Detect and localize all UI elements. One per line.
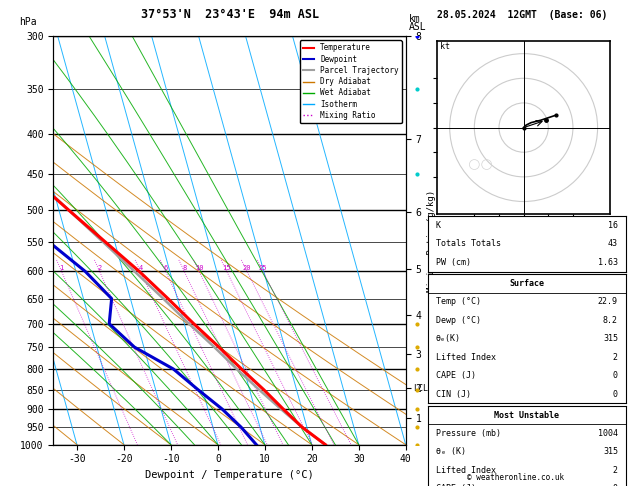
Text: © weatheronline.co.uk: © weatheronline.co.uk <box>467 473 564 482</box>
Text: 16: 16 <box>608 221 618 230</box>
Text: CAPE (J): CAPE (J) <box>436 485 476 486</box>
Text: θₑ (K): θₑ (K) <box>436 448 465 456</box>
Text: θₑ(K): θₑ(K) <box>436 334 460 343</box>
Text: CAPE (J): CAPE (J) <box>436 371 476 380</box>
Text: Lifted Index: Lifted Index <box>436 466 496 475</box>
Text: 43: 43 <box>608 240 618 248</box>
Text: 315: 315 <box>603 334 618 343</box>
Y-axis label: Mixing Ratio (g/kg): Mixing Ratio (g/kg) <box>427 190 436 292</box>
Text: 10: 10 <box>195 265 203 272</box>
Text: 37°53'N  23°43'E  94m ASL: 37°53'N 23°43'E 94m ASL <box>140 8 319 21</box>
Text: Temp (°C): Temp (°C) <box>436 297 481 306</box>
Text: 28.05.2024  12GMT  (Base: 06): 28.05.2024 12GMT (Base: 06) <box>437 10 607 19</box>
Text: 0: 0 <box>613 390 618 399</box>
Text: 4: 4 <box>138 265 143 272</box>
Text: Most Unstable: Most Unstable <box>494 411 559 419</box>
Text: 25: 25 <box>259 265 267 272</box>
Text: 8.2: 8.2 <box>603 316 618 325</box>
Text: hPa: hPa <box>19 17 36 27</box>
Text: 0: 0 <box>613 371 618 380</box>
Text: ASL: ASL <box>409 22 426 32</box>
Legend: Temperature, Dewpoint, Parcel Trajectory, Dry Adiabat, Wet Adiabat, Isotherm, Mi: Temperature, Dewpoint, Parcel Trajectory… <box>299 40 402 123</box>
Text: 1: 1 <box>60 265 64 272</box>
Text: 15: 15 <box>223 265 231 272</box>
Text: K: K <box>436 221 441 230</box>
Text: LCL: LCL <box>413 383 428 393</box>
Text: CIN (J): CIN (J) <box>436 390 470 399</box>
Text: Dewp (°C): Dewp (°C) <box>436 316 481 325</box>
Text: Pressure (mb): Pressure (mb) <box>436 429 501 438</box>
Text: 6: 6 <box>164 265 168 272</box>
Text: Totals Totals: Totals Totals <box>436 240 501 248</box>
Text: 22.9: 22.9 <box>598 297 618 306</box>
Text: 8: 8 <box>182 265 186 272</box>
Text: 2: 2 <box>97 265 102 272</box>
Text: 2: 2 <box>613 466 618 475</box>
Text: PW (cm): PW (cm) <box>436 258 470 267</box>
Text: 0: 0 <box>613 485 618 486</box>
Text: 20: 20 <box>243 265 252 272</box>
Text: kt: kt <box>440 42 450 51</box>
Text: 2: 2 <box>613 353 618 362</box>
Text: 1.63: 1.63 <box>598 258 618 267</box>
Text: 1004: 1004 <box>598 429 618 438</box>
X-axis label: Dewpoint / Temperature (°C): Dewpoint / Temperature (°C) <box>145 470 314 480</box>
Text: Lifted Index: Lifted Index <box>436 353 496 362</box>
Text: km: km <box>409 15 421 24</box>
Text: 315: 315 <box>603 448 618 456</box>
Text: Surface: Surface <box>509 279 544 288</box>
